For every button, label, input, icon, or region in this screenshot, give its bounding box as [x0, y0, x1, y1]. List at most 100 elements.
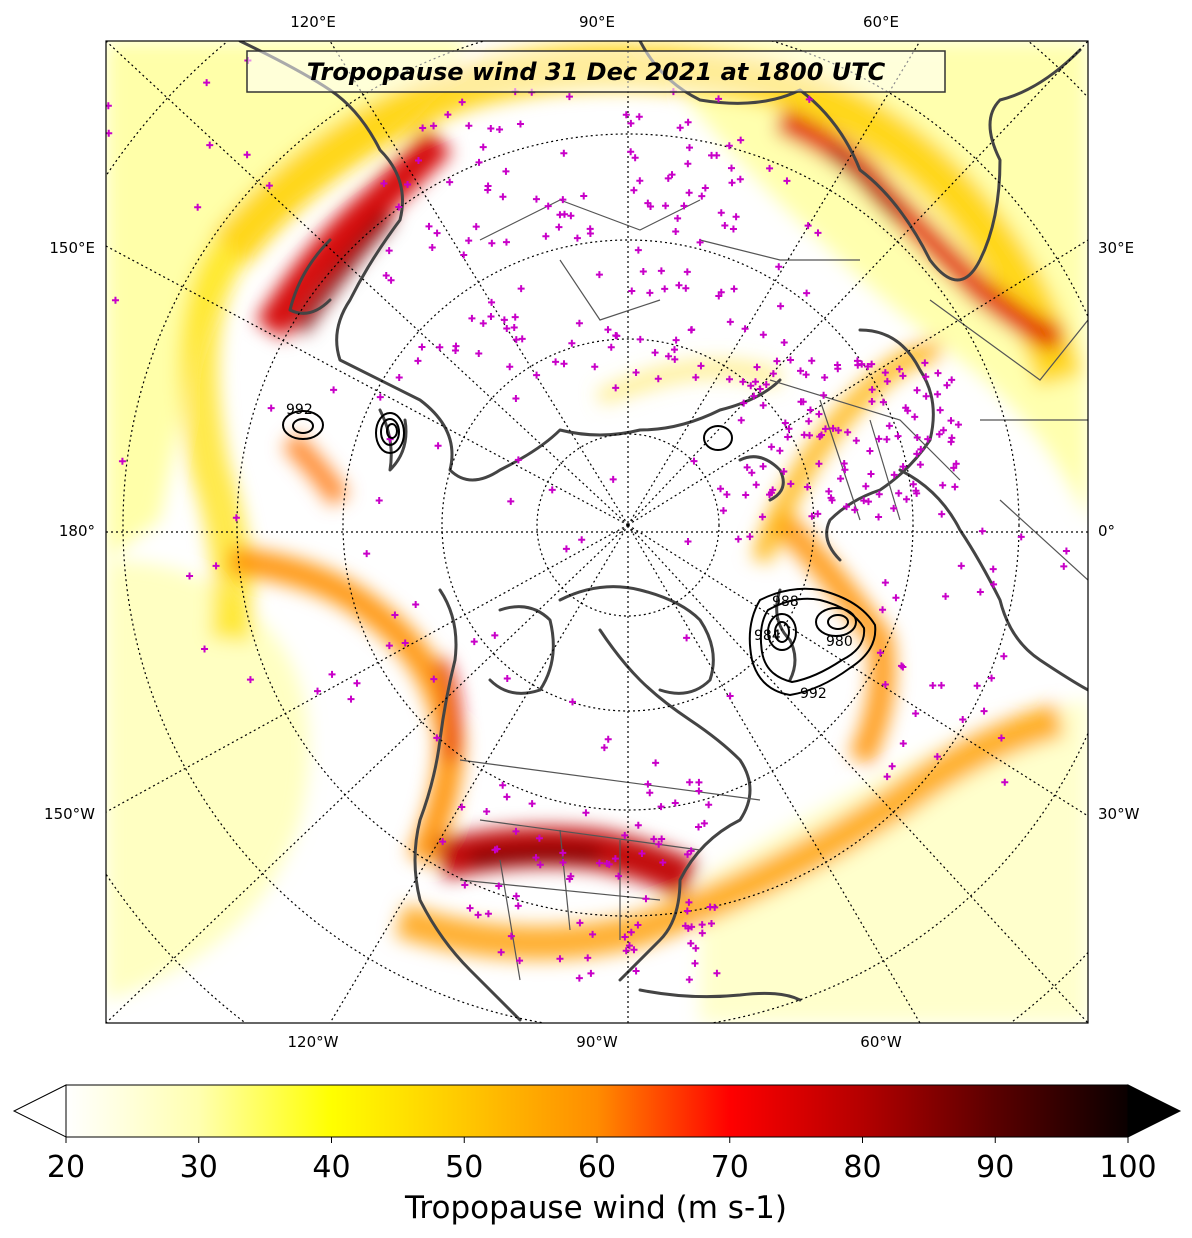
station-marker — [895, 489, 903, 497]
station-marker — [404, 180, 412, 188]
station-marker — [670, 346, 678, 354]
station-marker — [698, 921, 706, 929]
station-marker — [612, 384, 620, 392]
station-marker — [497, 948, 505, 956]
station-marker — [512, 395, 520, 403]
station-marker — [727, 164, 735, 172]
station-marker — [775, 263, 783, 271]
station-marker — [805, 417, 813, 425]
station-marker — [559, 196, 567, 204]
map-area: 992 988 984 980 992 — [106, 41, 1088, 1023]
station-marker — [762, 381, 770, 389]
station-marker — [719, 507, 727, 515]
station-marker — [632, 967, 640, 975]
station-marker — [659, 859, 667, 867]
station-marker — [651, 349, 659, 357]
map-frame — [105, 40, 1089, 1024]
lon-label-left: 150°W — [44, 805, 95, 823]
station-marker — [957, 562, 965, 570]
station-marker — [867, 470, 875, 478]
station-marker — [575, 319, 583, 327]
station-marker — [680, 202, 688, 210]
station-marker — [483, 807, 491, 815]
station-marker — [479, 143, 487, 151]
station-marker — [904, 407, 912, 415]
station-marker — [499, 193, 507, 201]
station-marker — [916, 461, 924, 469]
station-marker — [700, 819, 708, 827]
station-marker — [493, 845, 501, 853]
station-marker — [475, 158, 483, 166]
station-marker — [912, 709, 920, 717]
contour-label: 992 — [800, 686, 827, 702]
station-marker — [387, 276, 395, 284]
station-marker — [516, 120, 524, 128]
station-marker — [943, 381, 951, 389]
station-marker — [913, 489, 921, 497]
station-marker — [759, 401, 767, 409]
station-marker — [436, 343, 444, 351]
station-marker — [385, 642, 393, 650]
station-marker — [544, 202, 552, 210]
station-marker — [821, 373, 829, 381]
station-marker — [820, 391, 828, 399]
station-marker — [535, 834, 543, 842]
station-marker — [858, 360, 866, 368]
station-marker — [707, 920, 715, 928]
station-marker — [875, 435, 883, 443]
contour-label: 984 — [754, 628, 781, 644]
lon-label-top: 90°E — [579, 13, 615, 31]
station-marker — [657, 267, 665, 275]
station-marker — [466, 904, 474, 912]
station-marker — [730, 285, 738, 293]
station-marker — [713, 151, 721, 159]
station-marker — [989, 565, 997, 573]
station-marker — [517, 285, 525, 293]
borders — [459, 199, 1088, 981]
lon-label-right: 30°W — [1098, 805, 1140, 823]
station-marker — [866, 447, 874, 455]
station-marker — [767, 443, 775, 451]
station-marker — [766, 164, 774, 172]
station-marker — [484, 910, 492, 918]
station-marker — [687, 847, 695, 855]
station-marker — [685, 189, 693, 197]
station-marker — [939, 426, 947, 434]
station-marker — [988, 674, 996, 682]
colorbar-tick-label: 90 — [976, 1150, 1014, 1185]
station-marker — [681, 922, 689, 930]
station-marker — [815, 410, 823, 418]
station-marker — [487, 125, 495, 133]
station-marker — [913, 433, 921, 441]
station-marker — [685, 976, 693, 984]
station-marker — [978, 527, 986, 535]
station-marker — [879, 398, 887, 406]
station-marker — [573, 234, 581, 242]
station-marker — [560, 360, 568, 368]
station-marker — [711, 903, 719, 911]
colorbar-tick-label: 70 — [711, 1150, 749, 1185]
station-marker — [615, 872, 623, 880]
station-marker — [668, 171, 676, 179]
station-marker — [684, 160, 692, 168]
station-marker — [833, 361, 841, 369]
station-marker — [818, 431, 826, 439]
station-marker — [717, 209, 725, 217]
station-marker — [418, 343, 426, 351]
station-marker — [507, 932, 515, 940]
station-marker — [742, 491, 750, 499]
station-marker — [934, 390, 942, 398]
station-marker — [868, 386, 876, 394]
pressure-contours — [282, 410, 877, 697]
station-marker — [458, 803, 466, 811]
station-marker — [636, 177, 644, 185]
station-marker — [661, 285, 669, 293]
station-marker — [894, 432, 902, 440]
station-marker — [997, 734, 1005, 742]
station-marker — [657, 803, 665, 811]
station-marker — [470, 638, 478, 646]
station-marker — [674, 214, 682, 222]
station-marker — [864, 363, 872, 371]
station-marker — [671, 355, 679, 363]
station-marker — [605, 860, 613, 868]
